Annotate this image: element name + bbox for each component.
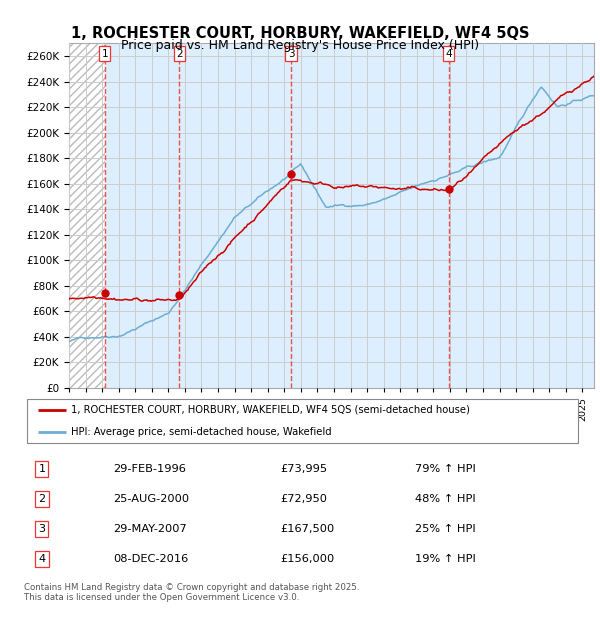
Text: 29-FEB-1996: 29-FEB-1996: [113, 464, 186, 474]
Text: Contains HM Land Registry data © Crown copyright and database right 2025.: Contains HM Land Registry data © Crown c…: [24, 583, 359, 592]
Text: 25-AUG-2000: 25-AUG-2000: [113, 494, 190, 504]
Bar: [69, 43, 105, 388]
Text: £73,995: £73,995: [281, 464, 328, 474]
Text: 1, ROCHESTER COURT, HORBURY, WAKEFIELD, WF4 5QS (semi-detached house): 1, ROCHESTER COURT, HORBURY, WAKEFIELD, …: [71, 405, 470, 415]
Text: 1: 1: [38, 464, 46, 474]
Text: 1: 1: [101, 48, 108, 58]
Text: 48% ↑ HPI: 48% ↑ HPI: [415, 494, 475, 504]
Text: 29-MAY-2007: 29-MAY-2007: [113, 524, 187, 534]
Bar: [69, 43, 105, 388]
FancyBboxPatch shape: [27, 399, 578, 443]
Text: 2: 2: [38, 494, 46, 504]
Text: 1, ROCHESTER COURT, HORBURY, WAKEFIELD, WF4 5QS: 1, ROCHESTER COURT, HORBURY, WAKEFIELD, …: [71, 26, 529, 41]
Text: £72,950: £72,950: [281, 494, 328, 504]
Text: 08-DEC-2016: 08-DEC-2016: [113, 554, 188, 564]
Text: 19% ↑ HPI: 19% ↑ HPI: [415, 554, 475, 564]
Text: 3: 3: [288, 48, 295, 58]
Text: 3: 3: [38, 524, 46, 534]
Text: £167,500: £167,500: [281, 524, 335, 534]
Text: HPI: Average price, semi-detached house, Wakefield: HPI: Average price, semi-detached house,…: [71, 427, 332, 437]
Text: Price paid vs. HM Land Registry's House Price Index (HPI): Price paid vs. HM Land Registry's House …: [121, 39, 479, 52]
Text: £156,000: £156,000: [281, 554, 335, 564]
Text: This data is licensed under the Open Government Licence v3.0.: This data is licensed under the Open Gov…: [24, 593, 299, 603]
Text: 25% ↑ HPI: 25% ↑ HPI: [415, 524, 475, 534]
Text: 4: 4: [445, 48, 452, 58]
Text: 2: 2: [176, 48, 182, 58]
Text: 4: 4: [38, 554, 46, 564]
Text: 79% ↑ HPI: 79% ↑ HPI: [415, 464, 475, 474]
